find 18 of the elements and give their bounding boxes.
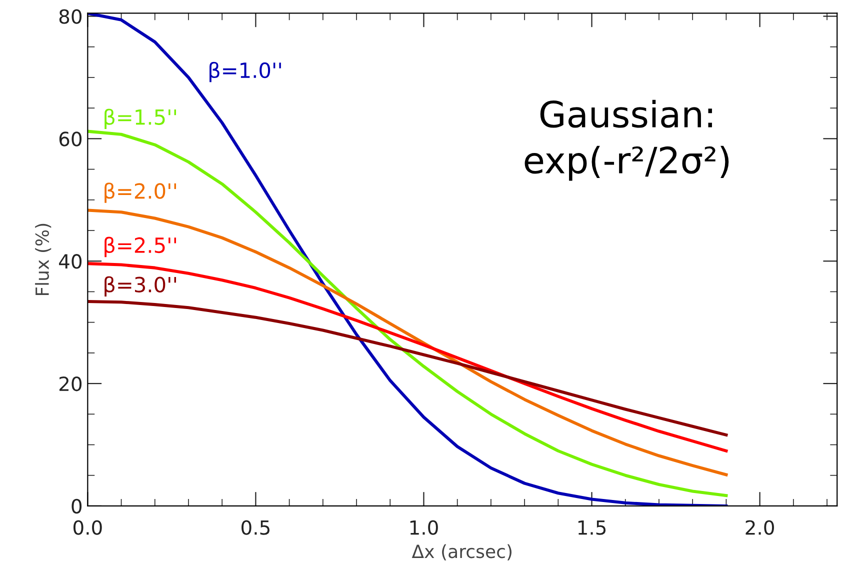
x-tick-label: 1.0 (410, 520, 438, 535)
y-tick-label: 60 (59, 132, 82, 146)
x-tick-label: 1.5 (578, 520, 606, 535)
annotation: Gaussian: exp(-r²/2σ²) (524, 100, 729, 181)
y-tick-label: 0 (72, 498, 82, 514)
x-tick-label: 0.5 (242, 520, 270, 535)
y-tick-label: 40 (59, 254, 82, 269)
x-axis-title: Δx (arcsec) (412, 544, 512, 560)
y-axis-title: Flux (%) (35, 224, 52, 296)
x-tick-label: 0.0 (73, 520, 102, 535)
x-tick-label: 2.0 (746, 520, 774, 535)
y-tick-label: 80 (59, 9, 82, 24)
series-label: β=1.5'' (104, 108, 176, 129)
y-tick-label: 20 (59, 376, 82, 392)
series-label: β=3.0'' (104, 276, 176, 297)
series-label: β=2.5'' (104, 236, 176, 258)
series-label: β=2.0'' (104, 182, 176, 203)
series-label: β=1.0'' (210, 62, 281, 82)
